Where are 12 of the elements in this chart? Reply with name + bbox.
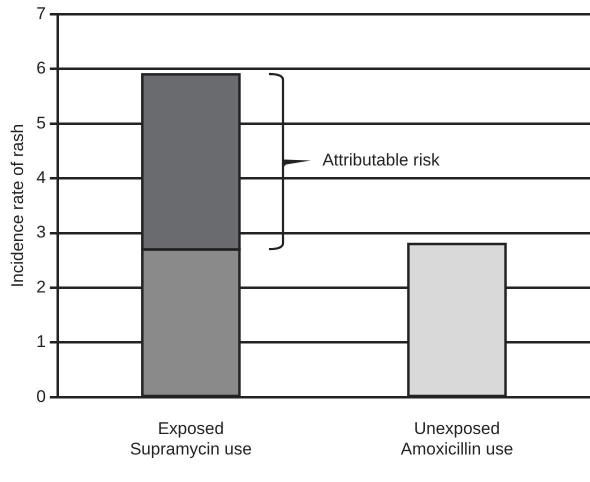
y-tick-label: 4: [36, 168, 46, 188]
y-tick-label: 0: [36, 386, 46, 406]
y-tick-label: 7: [36, 4, 46, 23]
y-tick-label: 3: [36, 222, 46, 242]
y-axis-title: Incidence rate of rash: [8, 124, 27, 288]
y-tick-label: 6: [36, 58, 46, 78]
y-tick-label: 5: [36, 113, 46, 132]
x-tick-label: Unexposed Amoxicillin use: [400, 419, 514, 458]
y-tick-label: 1: [36, 332, 46, 352]
x-tick-label: Exposed Supramycin use: [130, 419, 252, 458]
y-tick-label: 2: [36, 277, 46, 296]
annotation: Attributable risk: [322, 150, 440, 170]
